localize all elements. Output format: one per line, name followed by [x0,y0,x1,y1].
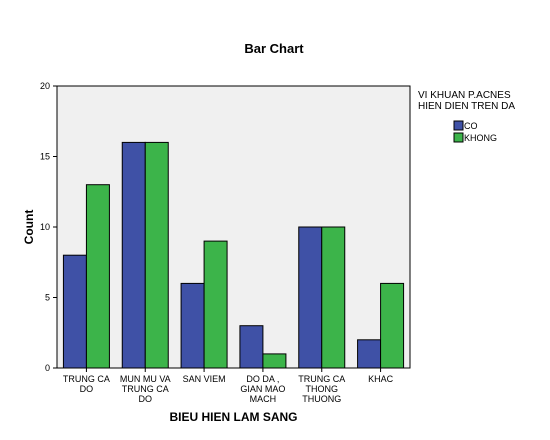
legend-label-khong: KHONG [464,133,497,143]
bar-khong-4 [262,353,287,369]
chart-title: Bar Chart [244,41,304,56]
y-tick-label: 10 [40,222,50,232]
x-tick-label: TRUNG CA THONG THUONG [298,374,345,404]
x-axis: TRUNG CA DO MUN MU VA TRUNG CA DO SAN VIEM DO … [63,368,394,404]
bar-co-6 [357,339,382,369]
x-axis-title: BIEU HIEN LAM SANG [169,410,297,424]
legend: VI KHUAN P.ACNES HIEN DIEN TREN DA CO KHONG [418,90,515,143]
bar-co-3 [180,282,205,369]
y-tick-label: 5 [45,293,50,303]
plot-area [56,85,411,369]
bar-khong-5 [321,226,346,369]
bar-khong-2 [144,141,169,369]
y-axis-title: Count [22,210,36,245]
legend-swatch-co [453,120,464,131]
bar-co-5 [298,226,323,369]
y-axis: 0 5 10 15 20 [40,81,57,373]
x-tick-label: MUN MU VA TRUNG CA DO [120,374,171,404]
x-tick-label: KHAC [368,374,394,384]
y-tick-label: 20 [40,81,50,91]
x-tick-label: SAN VIEM [183,374,226,384]
bar-co-4 [239,325,264,369]
legend-label-co: CO [464,121,478,131]
legend-title: VI KHUAN P.ACNES HIEN DIEN TREN DA [418,90,515,112]
bar-co-1 [62,254,87,369]
y-tick-label: 0 [45,363,50,373]
bar-co-2 [121,141,146,369]
x-tick-label: TRUNG CA DO [63,374,110,394]
legend-swatch-khong [453,132,464,143]
y-tick-label: 15 [40,152,50,162]
bar-khong-3 [203,240,228,369]
bar-khong-6 [380,282,405,369]
bars [62,141,405,369]
bar-khong-1 [85,184,110,369]
x-tick-label: DO DA , GIAN MAO MACH [240,374,285,404]
